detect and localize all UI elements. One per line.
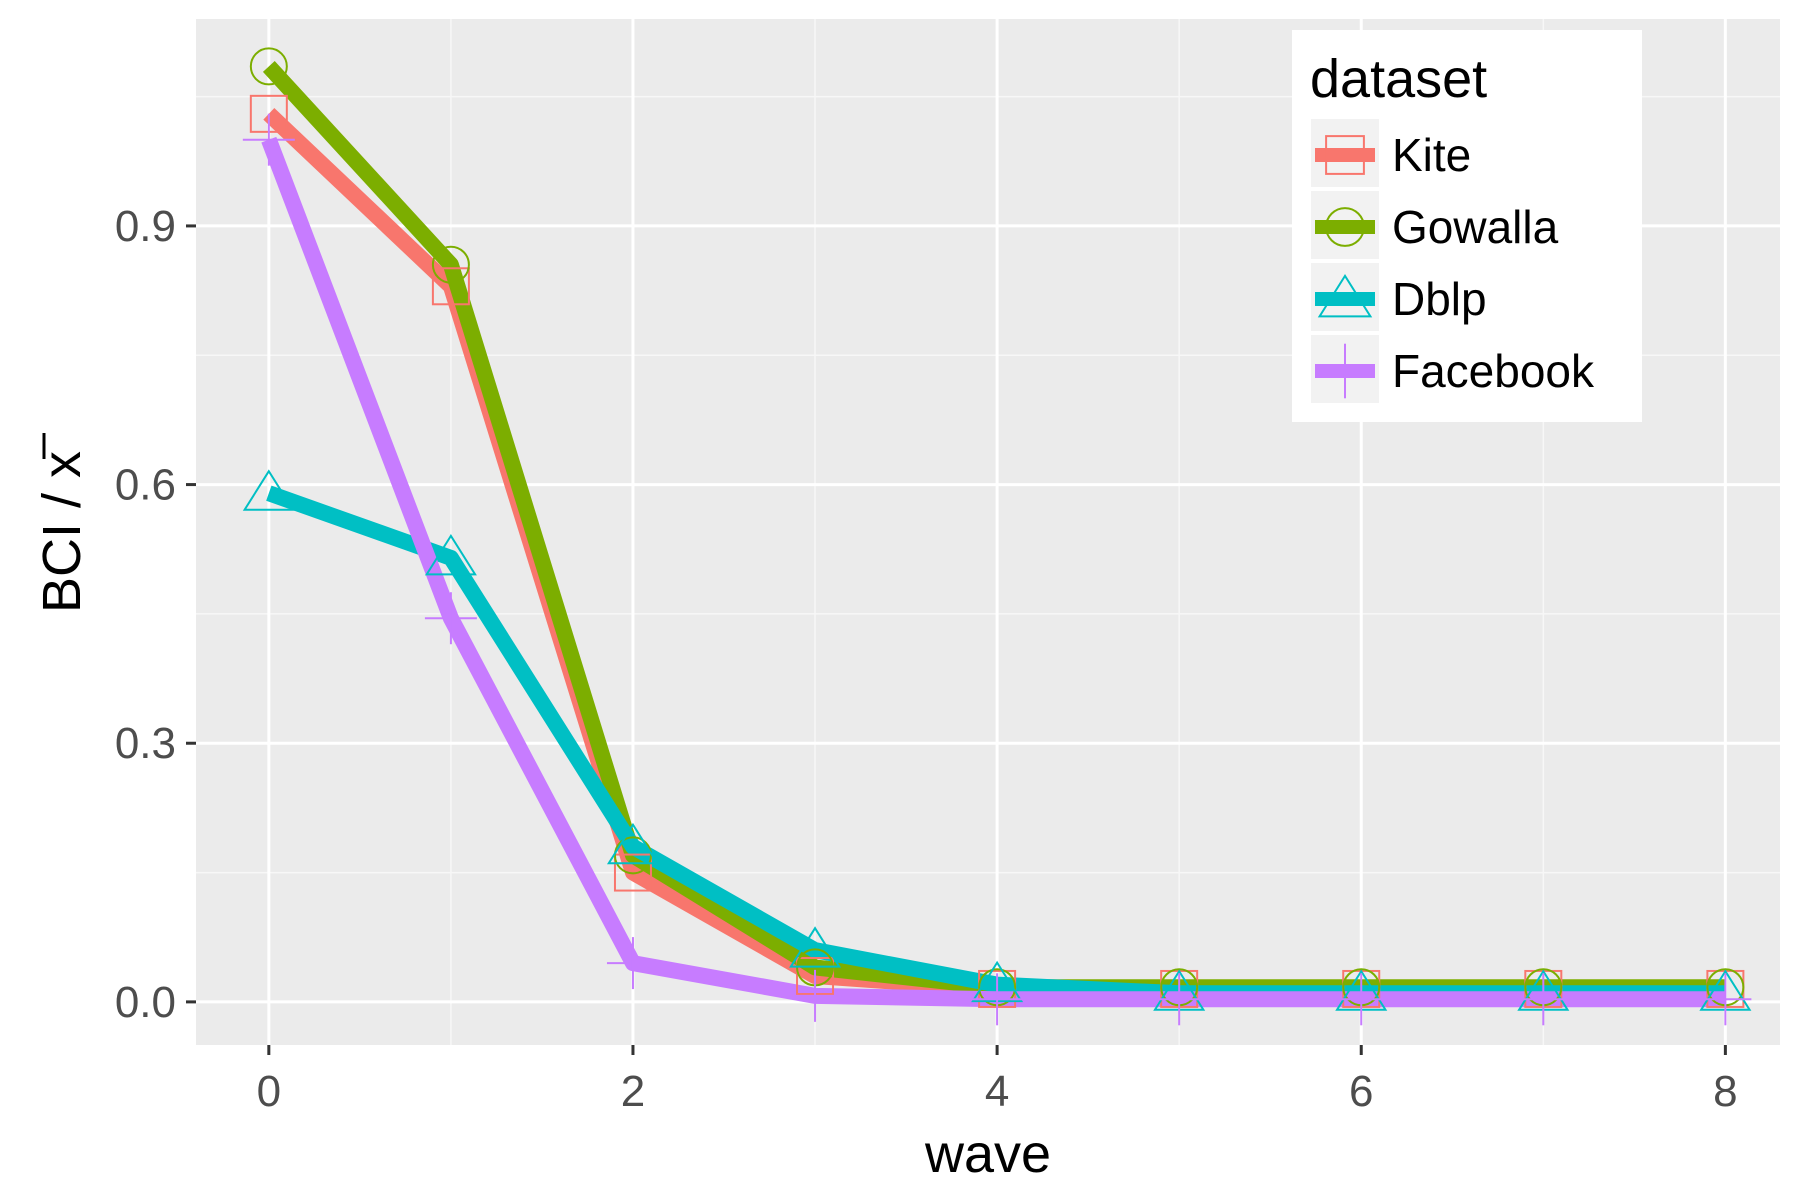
data-point-kite — [613, 853, 652, 892]
legend-key-marker — [1317, 274, 1373, 318]
legend-item-facebook: Facebook — [1311, 335, 1595, 403]
legend-label: Facebook — [1392, 345, 1595, 397]
legend-label: Gowalla — [1392, 201, 1559, 253]
legend-item-kite: Kite — [1311, 119, 1471, 187]
y-axis-title: BCI / x — [32, 451, 92, 613]
legend-item-gowalla: Gowalla — [1311, 191, 1559, 259]
legend-key-marker — [1317, 343, 1373, 399]
legend-title: dataset — [1310, 49, 1487, 109]
legend: dataset Kite Gowalla Dblp Facebook — [1292, 30, 1642, 422]
data-point-dblp — [424, 533, 477, 576]
data-point-facebook — [971, 973, 1024, 1026]
y-tick-label: 0.9 — [115, 202, 176, 251]
data-point-gowalla — [249, 47, 288, 86]
data-point-facebook — [242, 113, 295, 166]
data-point-gowalla — [431, 245, 470, 284]
legend-label: Kite — [1392, 129, 1471, 181]
data-point-facebook — [1153, 973, 1206, 1026]
legend-label: Dblp — [1392, 273, 1487, 325]
data-point-kite — [431, 267, 470, 306]
data-point-gowalla — [613, 836, 652, 875]
x-tick-label: 0 — [257, 1067, 281, 1116]
data-point-dblp — [606, 822, 659, 865]
x-axis-title: wave — [924, 1124, 1051, 1184]
y-axis: 0.0 0.3 0.6 0.9 — [115, 202, 196, 1027]
data-point-facebook — [789, 969, 842, 1022]
y-tick-label: 0.3 — [115, 719, 176, 768]
data-point-facebook — [1517, 973, 1570, 1026]
data-point-facebook — [1699, 973, 1752, 1026]
data-point-dblp — [242, 469, 295, 511]
series-markers — [242, 47, 1752, 1026]
legend-key-marker — [1325, 207, 1365, 247]
y-tick-label: 0.6 — [115, 461, 176, 510]
legend-item-dblp: Dblp — [1311, 263, 1487, 331]
data-point-facebook — [606, 937, 659, 990]
data-point-facebook — [1335, 973, 1388, 1026]
x-tick-label: 6 — [1349, 1067, 1373, 1116]
legend-key-marker — [1325, 135, 1365, 175]
x-tick-label: 2 — [621, 1067, 645, 1116]
data-point-facebook — [424, 592, 477, 645]
x-tick-label: 8 — [1713, 1067, 1737, 1116]
data-point-dblp — [789, 926, 842, 968]
x-axis: 0 2 4 6 8 — [257, 1045, 1738, 1116]
y-tick-label: 0.0 — [115, 978, 176, 1027]
x-tick-label: 4 — [985, 1067, 1009, 1116]
